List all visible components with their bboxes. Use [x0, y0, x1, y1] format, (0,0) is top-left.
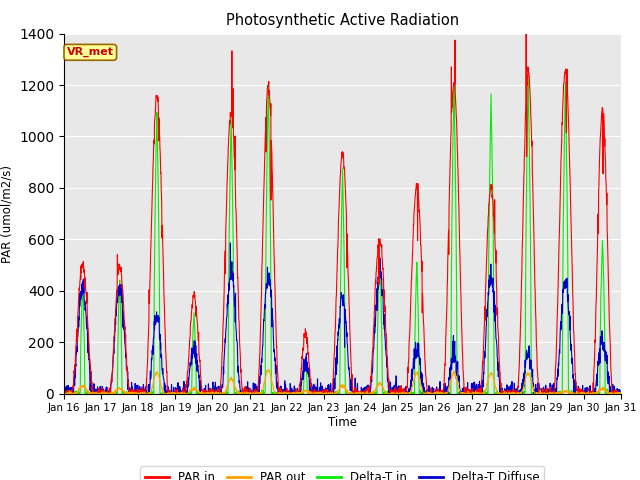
X-axis label: Time: Time [328, 416, 357, 429]
PAR out [359, 390, 367, 396]
PAR in [617, 389, 625, 395]
Delta-T Diffuse [568, 353, 575, 359]
PAR out [617, 390, 625, 396]
PAR in [584, 391, 591, 396]
Delta-T Diffuse [216, 389, 223, 395]
PAR in [568, 260, 576, 265]
PAR out [60, 391, 68, 396]
Delta-T in [617, 390, 625, 396]
PAR in [371, 301, 379, 307]
Delta-T in [60, 391, 68, 396]
Delta-T in [504, 391, 512, 396]
Delta-T in [584, 391, 591, 396]
Delta-T Diffuse [359, 391, 367, 396]
Line: Delta-T in: Delta-T in [64, 79, 621, 394]
Y-axis label: PAR (umol/m2/s): PAR (umol/m2/s) [1, 165, 13, 263]
PAR in [359, 390, 367, 396]
PAR in [504, 391, 512, 396]
Text: VR_met: VR_met [67, 47, 114, 58]
Delta-T Diffuse [617, 390, 625, 396]
Delta-T Diffuse [60, 391, 68, 396]
Delta-T in [371, 389, 378, 395]
PAR in [60, 391, 68, 396]
PAR in [522, 19, 530, 24]
Delta-T in [568, 390, 575, 396]
Delta-T in [358, 389, 366, 395]
Delta-T Diffuse [584, 391, 591, 396]
Delta-T Diffuse [371, 330, 379, 336]
PAR out [216, 390, 223, 396]
Delta-T Diffuse [504, 391, 512, 396]
Title: Photosynthetic Active Radiation: Photosynthetic Active Radiation [226, 13, 459, 28]
Line: PAR out: PAR out [64, 370, 621, 394]
Line: Delta-T Diffuse: Delta-T Diffuse [64, 243, 621, 394]
PAR out [568, 391, 575, 396]
Delta-T in [216, 390, 223, 396]
PAR out [504, 390, 512, 396]
Delta-T Diffuse [227, 240, 234, 246]
Line: PAR in: PAR in [64, 22, 621, 394]
Legend: PAR in, PAR out, Delta-T in, Delta-T Diffuse: PAR in, PAR out, Delta-T in, Delta-T Dif… [140, 466, 545, 480]
PAR in [216, 391, 223, 396]
PAR out [371, 388, 379, 394]
PAR out [265, 367, 273, 372]
PAR in [60, 389, 68, 395]
PAR out [584, 391, 591, 396]
Delta-T in [524, 76, 532, 82]
